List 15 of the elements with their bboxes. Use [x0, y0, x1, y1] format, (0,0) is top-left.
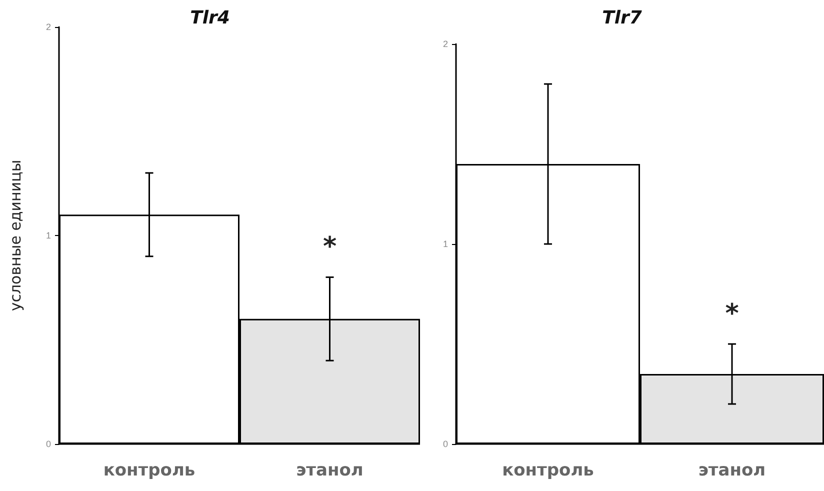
x-tick-label: контроль: [502, 460, 594, 480]
x-tick-label: контроль: [103, 460, 196, 480]
y-tick-label: 1: [442, 239, 448, 249]
x-tick-label: этанол: [698, 460, 766, 480]
y-axis-title: условные единицы: [6, 160, 24, 312]
x-tick-label: этанол: [296, 460, 364, 480]
annotation: *: [725, 299, 740, 329]
y-tick-label: 2: [442, 39, 448, 49]
y-tick-label: 0: [46, 439, 51, 449]
y-tick-label: 0: [442, 439, 448, 449]
annotation: *: [322, 232, 337, 262]
y-tick-label: 1: [46, 230, 51, 240]
chart-title: Tlr7: [602, 8, 642, 28]
y-tick-label: 2: [46, 22, 51, 32]
chart-title: Tlr4: [190, 8, 230, 28]
